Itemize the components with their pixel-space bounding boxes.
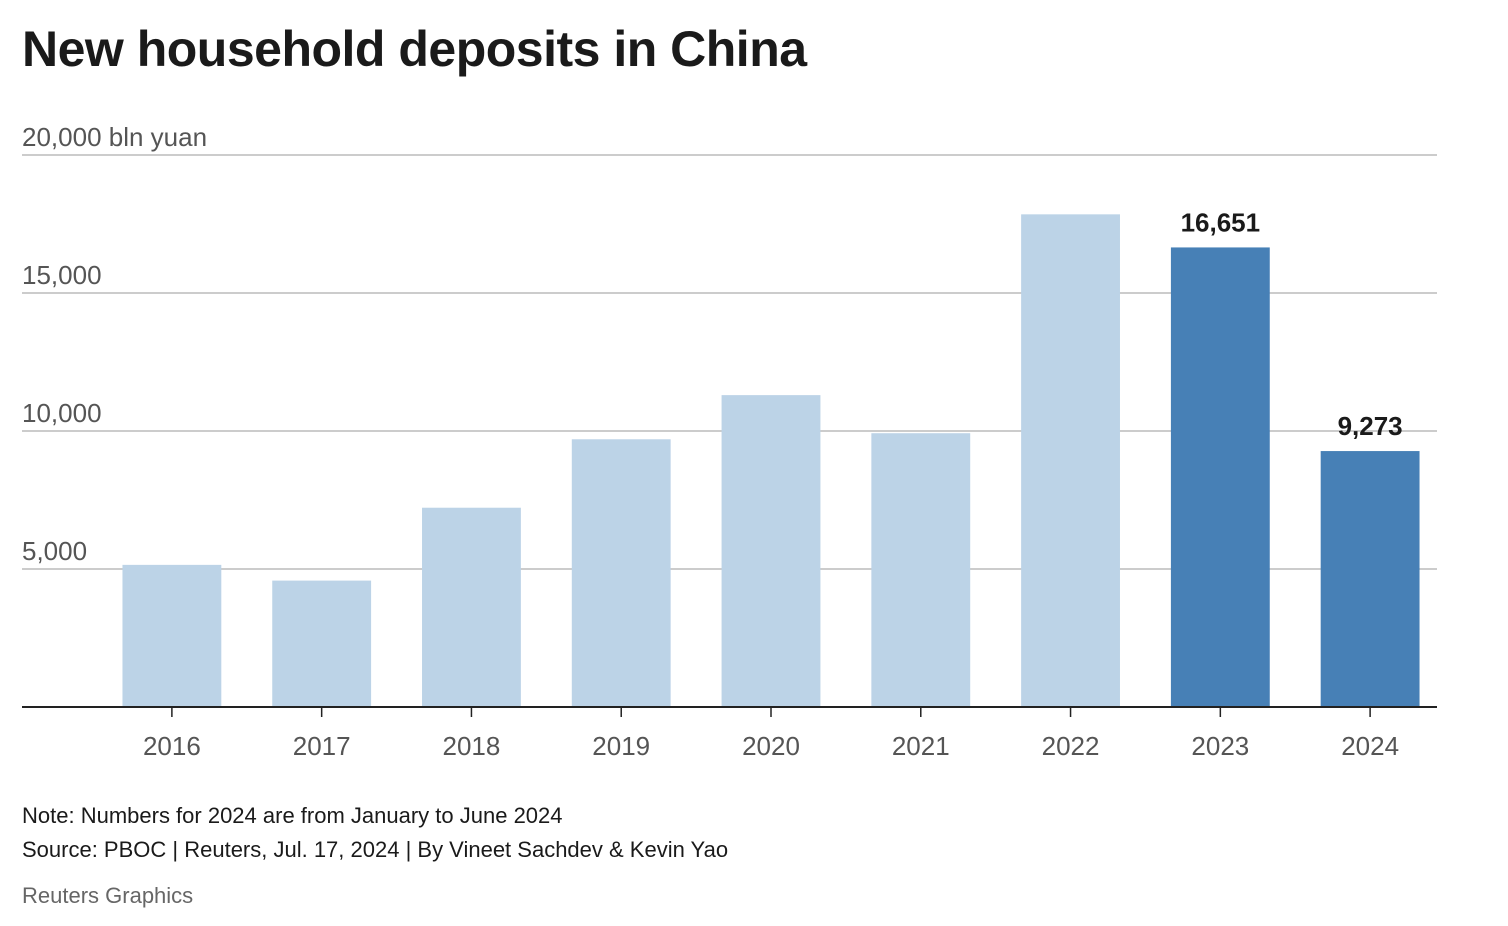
bar-2022: [1021, 214, 1120, 707]
gridlines: 20,000 bln yuan 15,000 10,000 5,000: [22, 122, 1437, 570]
bar-2019: [571, 439, 671, 707]
bar-2020: [721, 395, 821, 707]
x-tick-label-2020: 2020: [742, 731, 800, 761]
y-tick-label: 15,000: [22, 260, 102, 290]
x-tick-label-2016: 2016: [143, 731, 201, 761]
y-tick-label: 10,000: [22, 398, 102, 428]
bar-2016: [122, 564, 222, 707]
bars: [122, 214, 1420, 707]
bar-2018: [422, 507, 521, 707]
y-tick-label: 20,000 bln yuan: [22, 122, 207, 152]
chart-source: Source: PBOC | Reuters, Jul. 17, 2024 | …: [22, 837, 729, 862]
bar-2023: [1170, 247, 1270, 707]
x-tick-label-2017: 2017: [293, 731, 351, 761]
data-labels: 16,651 9,273: [1181, 207, 1403, 441]
chart-credit: Reuters Graphics: [22, 883, 194, 908]
x-tick-label-2024: 2024: [1341, 731, 1399, 761]
data-label-2024: 9,273: [1338, 411, 1403, 441]
data-label-2023: 16,651: [1181, 207, 1261, 237]
y-tick-label: 5,000: [22, 536, 87, 566]
x-axis: 2016 2017 2018 2019 2020 2021 2022 2023 2024: [22, 706, 1437, 761]
chart-note: Note: Numbers for 2024 are from January …: [22, 803, 563, 828]
bar-2021: [871, 433, 971, 707]
x-tick-label-2021: 2021: [892, 731, 950, 761]
bar-2017: [272, 580, 372, 707]
bar-2024: [1320, 451, 1420, 707]
x-tick-label-2022: 2022: [1042, 731, 1100, 761]
x-tick-label-2018: 2018: [443, 731, 501, 761]
chart-title: New household deposits in China: [22, 21, 807, 77]
x-tick-label-2019: 2019: [592, 731, 650, 761]
x-tick-label-2023: 2023: [1191, 731, 1249, 761]
